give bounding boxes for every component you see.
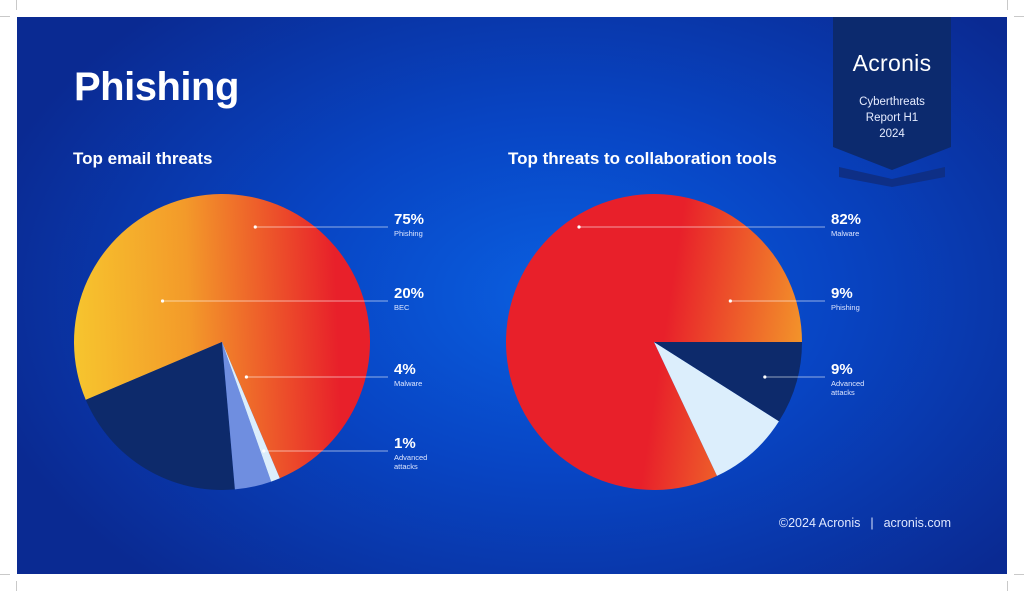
pie-slice <box>654 342 779 476</box>
badge-ribbon <box>833 17 951 187</box>
crop-mark <box>1014 16 1024 17</box>
crop-mark <box>1007 0 1008 10</box>
footer-separator: | <box>870 516 874 530</box>
crop-mark <box>16 0 17 10</box>
slice-name-label: Advanced <box>394 453 427 462</box>
pie-slice <box>222 342 280 482</box>
pie-charts: 75%Phishing20%BEC4%Malware1%Advancedatta… <box>73 193 864 491</box>
crop-mark <box>1014 574 1024 575</box>
leader-dot <box>244 375 248 379</box>
leader-dot <box>160 299 165 303</box>
crop-mark <box>0 16 10 17</box>
slice-name-label: Malware <box>831 229 859 238</box>
pie-slice <box>222 342 272 490</box>
slice-value-label: 1% <box>394 435 416 452</box>
acronis-logo: Acronis <box>852 50 932 76</box>
leader-dot <box>253 225 257 229</box>
slice-name-label: BEC <box>394 303 410 312</box>
report-line: Report H1 <box>865 112 919 124</box>
slice-name-label: Advanced <box>831 379 864 388</box>
footer-site-link[interactable]: acronis.com <box>883 516 951 530</box>
slice-name-label: Phishing <box>394 229 423 238</box>
pie-slice <box>85 342 235 491</box>
slice-value-label: 4% <box>394 361 416 378</box>
pie-slice <box>73 194 370 479</box>
leader-dot <box>262 449 266 453</box>
slice-value-label: 75% <box>394 211 424 228</box>
report-line: Cyberthreats <box>859 96 925 108</box>
slice-name-label: attacks <box>394 462 418 471</box>
leader-dot <box>763 375 767 379</box>
slice-value-label: 9% <box>831 285 853 302</box>
pie-chart: 75%Phishing 20%BEC 4%Malware 1%Advancedatta… <box>73 194 427 491</box>
footer: ©2024 Acronis | acronis.com <box>779 516 951 530</box>
slice-value-label: 20% <box>394 285 424 302</box>
footer-copyright: ©2024 Acronis <box>778 516 861 530</box>
crop-mark <box>1007 581 1008 591</box>
chart-title-email: Top email threats <box>73 149 213 168</box>
page-title: Phishing <box>74 65 239 109</box>
slice-value-label: 9% <box>831 361 853 378</box>
crop-mark <box>0 574 10 575</box>
report-line: 2024 <box>879 128 905 140</box>
slice-name-label: Malware <box>394 379 422 388</box>
slice-value-label: 82% <box>831 211 861 228</box>
slice-name-label: Phishing <box>831 303 860 312</box>
report-badge: Acronis Cyberthreats Report H1 2024 <box>833 17 951 187</box>
leader-dot <box>577 225 581 229</box>
chart-title-collab: Top threats to collaboration tools <box>508 149 777 168</box>
slice-name-label: attacks <box>831 388 855 397</box>
infographic-card: Phishing Acronis Cyberthreats Report H1 … <box>17 17 1007 574</box>
leader-dot <box>728 299 732 303</box>
crop-mark <box>16 581 17 591</box>
pie-slice <box>654 342 802 422</box>
